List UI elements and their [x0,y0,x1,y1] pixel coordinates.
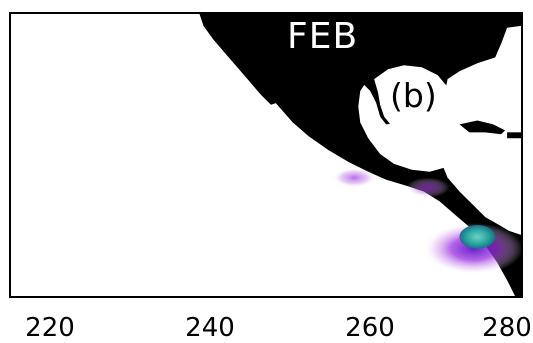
panel-label: (b) [390,76,437,115]
island-small [507,132,521,139]
landmass-baja [199,14,277,105]
x-tick-label: 260 [345,313,395,343]
caribbean-islands [459,120,506,135]
gulf-of-mexico [374,65,448,131]
x-tick-label: 240 [185,313,235,343]
plume-core-teal [459,225,496,249]
plume-west [332,167,377,188]
map-canvas [199,14,521,296]
x-tick-label: 280 [482,313,532,343]
plume-middle [405,177,450,198]
x-tick-label: 220 [25,313,75,343]
month-label: FEB [287,16,359,57]
plume-main [423,223,521,275]
caribbean-sea [443,138,521,222]
map-frame [9,12,523,298]
